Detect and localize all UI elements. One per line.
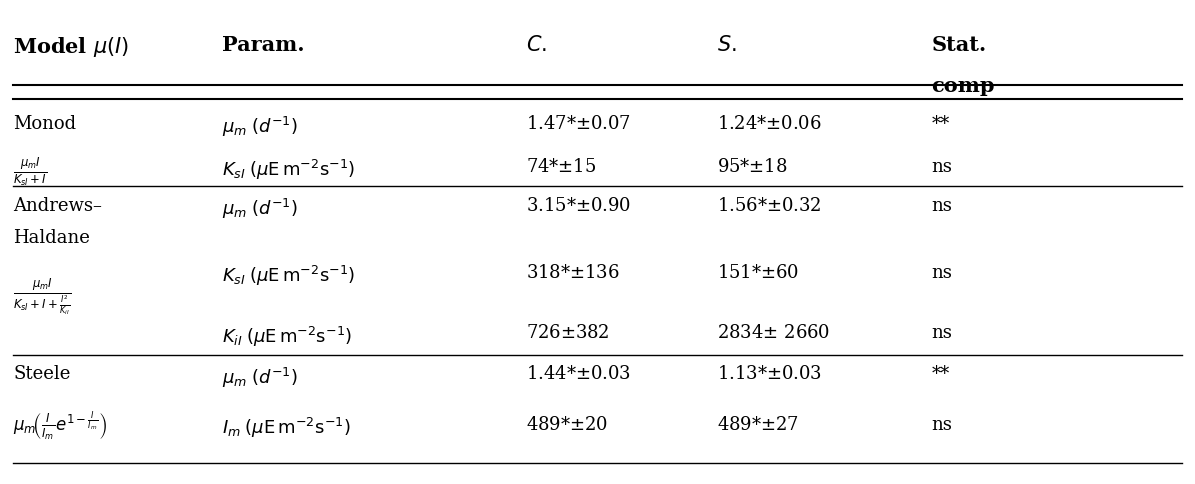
Text: 489*$\pm$20: 489*$\pm$20 bbox=[526, 415, 608, 433]
Text: 151*$\pm$60: 151*$\pm$60 bbox=[717, 264, 799, 282]
Text: $I_m \; (\mu\mathrm{E\,m^{-2}s^{-1}})$: $I_m \; (\mu\mathrm{E\,m^{-2}s^{-1}})$ bbox=[222, 415, 350, 439]
Text: 95*$\pm$18: 95*$\pm$18 bbox=[717, 158, 788, 176]
Text: 3.15*$\pm$0.90: 3.15*$\pm$0.90 bbox=[526, 197, 631, 214]
Text: $K_{sI} \; (\mu\mathrm{E\,m^{-2}s^{-1}})$: $K_{sI} \; (\mu\mathrm{E\,m^{-2}s^{-1}})… bbox=[222, 264, 355, 287]
Text: Param.: Param. bbox=[222, 35, 305, 55]
Text: 318*$\pm$136: 318*$\pm$136 bbox=[526, 264, 620, 282]
Text: Monod: Monod bbox=[13, 115, 76, 133]
Text: $\mu_m \; (d^{-1})$: $\mu_m \; (d^{-1})$ bbox=[222, 197, 298, 220]
Text: $\mu_m \; (d^{-1})$: $\mu_m \; (d^{-1})$ bbox=[222, 115, 298, 138]
Text: comp: comp bbox=[931, 76, 994, 96]
Text: **: ** bbox=[931, 115, 950, 133]
Text: Steele: Steele bbox=[13, 365, 71, 383]
Text: $\mu_m \; (d^{-1})$: $\mu_m \; (d^{-1})$ bbox=[222, 365, 298, 389]
Text: Stat.: Stat. bbox=[931, 35, 987, 55]
Text: 1.13*$\pm$0.03: 1.13*$\pm$0.03 bbox=[717, 365, 822, 383]
Text: $C.$: $C.$ bbox=[526, 35, 547, 55]
Text: 1.56*$\pm$0.32: 1.56*$\pm$0.32 bbox=[717, 197, 821, 214]
Text: ns: ns bbox=[931, 415, 952, 433]
Text: ns: ns bbox=[931, 197, 952, 214]
Text: 1.24*$\pm$0.06: 1.24*$\pm$0.06 bbox=[717, 115, 821, 133]
Text: $\frac{\mu_m I}{K_{sI}+I+\frac{I^2}{K_{iI}}}$: $\frac{\mu_m I}{K_{sI}+I+\frac{I^2}{K_{i… bbox=[13, 276, 72, 316]
Text: $S.$: $S.$ bbox=[717, 35, 736, 55]
Text: **: ** bbox=[931, 365, 950, 383]
Text: Haldane: Haldane bbox=[13, 229, 90, 247]
Text: ns: ns bbox=[931, 158, 952, 176]
Text: 489*$\pm$27: 489*$\pm$27 bbox=[717, 415, 798, 433]
Text: ns: ns bbox=[931, 324, 952, 342]
Text: 1.44*$\pm$0.03: 1.44*$\pm$0.03 bbox=[526, 365, 631, 383]
Text: Model $\mu(I)$: Model $\mu(I)$ bbox=[13, 35, 129, 59]
Text: $K_{iI} \; (\mu\mathrm{E\,m^{-2}s^{-1}})$: $K_{iI} \; (\mu\mathrm{E\,m^{-2}s^{-1}})… bbox=[222, 324, 353, 348]
Text: $\frac{\mu_m I}{K_{sI}+I}$: $\frac{\mu_m I}{K_{sI}+I}$ bbox=[13, 155, 48, 188]
Text: 1.47*$\pm$0.07: 1.47*$\pm$0.07 bbox=[526, 115, 631, 133]
Text: 2834$\pm$ 2660: 2834$\pm$ 2660 bbox=[717, 324, 829, 342]
Text: $K_{sI} \; (\mu\mathrm{E\,m^{-2}s^{-1}})$: $K_{sI} \; (\mu\mathrm{E\,m^{-2}s^{-1}})… bbox=[222, 158, 355, 182]
Text: ns: ns bbox=[931, 264, 952, 282]
Text: Andrews–: Andrews– bbox=[13, 197, 103, 214]
Text: 74*$\pm$15: 74*$\pm$15 bbox=[526, 158, 596, 176]
Text: 726$\pm$382: 726$\pm$382 bbox=[526, 324, 609, 342]
Text: $\mu_m\!\left(\frac{I}{I_m}e^{1-\frac{I}{I_m}}\right)$: $\mu_m\!\left(\frac{I}{I_m}e^{1-\frac{I}… bbox=[13, 408, 108, 441]
